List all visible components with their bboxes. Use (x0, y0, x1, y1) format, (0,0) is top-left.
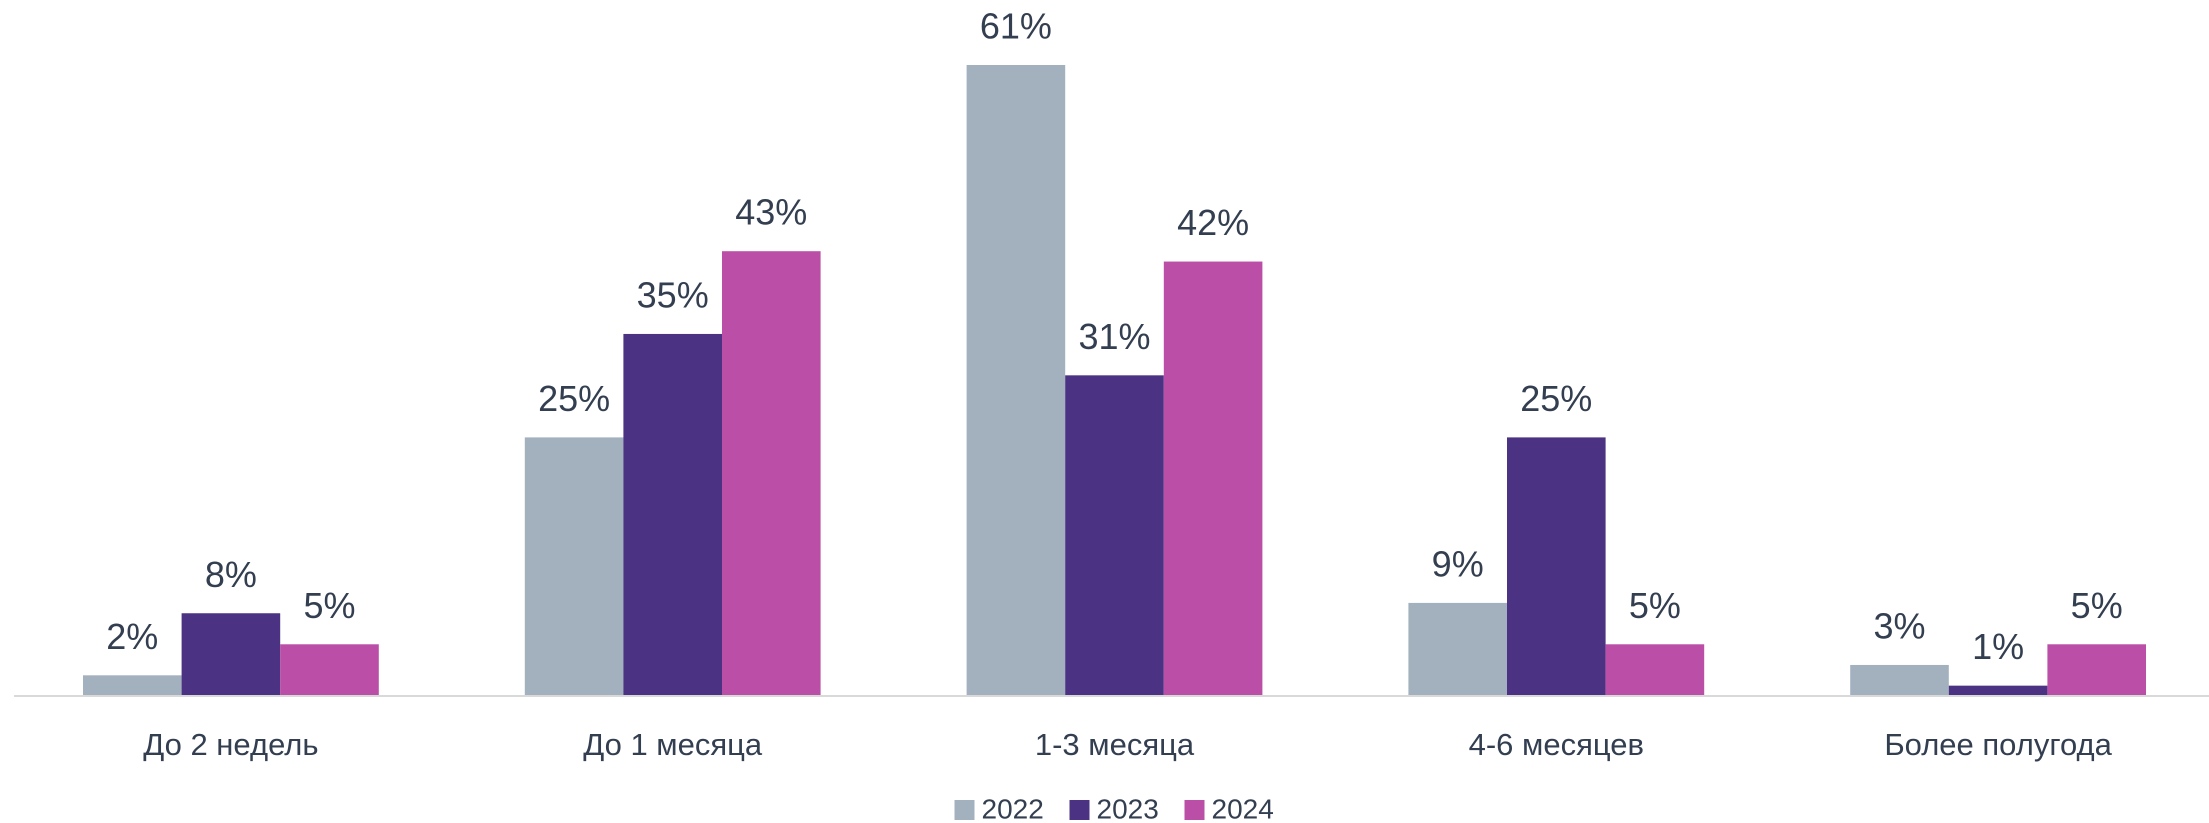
bar (1948, 685, 2048, 696)
bar (1163, 261, 1263, 696)
data-label: 25% (1520, 378, 1592, 419)
x-tick-label: До 2 недель (143, 727, 318, 762)
data-label: 31% (1078, 316, 1150, 357)
bar (1605, 644, 1705, 696)
legend-swatch (1184, 800, 1205, 820)
data-label: 1% (1972, 626, 2024, 667)
data-label: 5% (1629, 585, 1681, 626)
data-label: 3% (1873, 605, 1925, 646)
data-label: 35% (637, 274, 709, 315)
data-label: 43% (735, 192, 807, 233)
bar (524, 437, 624, 696)
bar (1065, 375, 1164, 696)
x-tick-label: Более полугода (1884, 727, 2112, 762)
data-label: 9% (1432, 543, 1484, 584)
x-tick-label: 1-3 месяца (1035, 727, 1195, 762)
bar (1408, 602, 1507, 696)
bar (1507, 437, 1606, 696)
bar (1850, 664, 1949, 696)
bar (2047, 644, 2146, 696)
data-label: 5% (2071, 585, 2123, 626)
legend-label: 2023 (1097, 793, 1159, 823)
bar (181, 613, 281, 696)
bar (623, 333, 722, 696)
bar (280, 644, 379, 696)
bar (722, 251, 821, 696)
bar (966, 65, 1066, 696)
x-tick-label: 4-6 месяцев (1469, 727, 1644, 762)
data-label: 5% (303, 585, 355, 626)
legend-swatch (1069, 800, 1090, 820)
data-label: 2% (106, 616, 158, 657)
legend-label: 2024 (1212, 793, 1274, 823)
data-label: 42% (1177, 202, 1249, 243)
legend-swatch (954, 800, 975, 820)
bar (83, 675, 182, 696)
data-label: 25% (538, 378, 610, 419)
x-tick-label: До 1 месяца (583, 727, 763, 762)
legend-label: 2022 (982, 793, 1044, 823)
data-label: 61% (980, 6, 1052, 47)
data-label: 8% (205, 554, 257, 595)
